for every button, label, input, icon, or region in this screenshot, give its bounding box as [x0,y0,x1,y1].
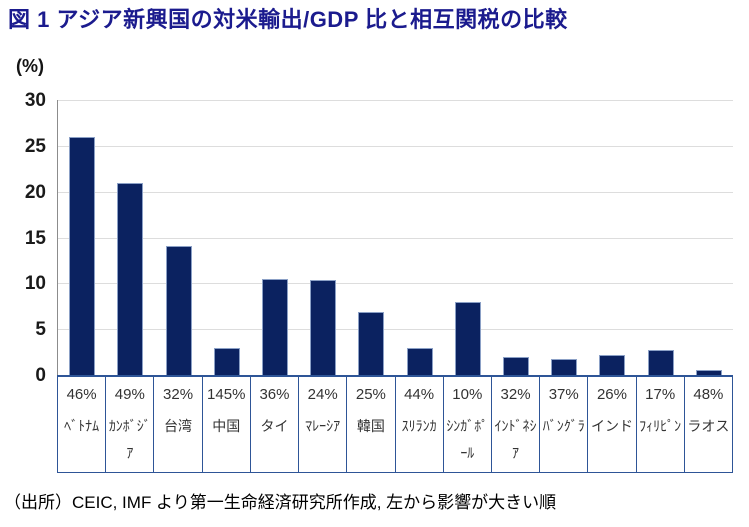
plot-area: 0 5 10 15 20 25 30 [25,90,733,386]
bar-10 [551,359,578,375]
y-tick-label-10: 10 [24,273,46,295]
country-label: ﾌｨﾘﾋﾟﾝ [639,418,682,434]
bar-11 [599,354,626,375]
bar-2 [165,245,192,375]
country-label: インド [590,418,633,434]
bar-6 [358,311,385,375]
tariff-label: 26% [596,386,627,403]
tariff-label: 48% [693,386,724,403]
y-tick-label-20: 20 [24,181,46,203]
tariff-label: 10% [452,386,483,403]
gridline-20 [58,191,733,193]
gridline-25 [58,145,733,147]
y-tick-label-15: 15 [24,227,46,249]
bar-1 [117,182,144,375]
tariff-label: 145% [207,386,246,403]
gridline-10 [58,283,733,285]
x-axis-cell-10: 37% ﾊﾞﾝｸﾞﾗ [539,377,587,472]
tariff-label: 49% [114,386,145,403]
x-axis-cell-12: 17% ﾌｨﾘﾋﾟﾝ [635,377,684,472]
country-label: ﾊﾞﾝｸﾞﾗ [542,418,585,434]
country-label: ﾏﾚｰｼｱ [305,418,341,434]
bar-9 [503,356,530,375]
bar-13 [695,370,722,375]
country-label: 韓国 [356,418,385,434]
tariff-label: 25% [355,386,386,403]
bar-4 [261,278,288,375]
y-tick-label-25: 25 [24,135,46,157]
y-tick-label-0: 0 [35,365,46,386]
x-axis-cell-6: 25% 韓国 [346,377,394,472]
bar-5 [310,279,337,375]
country-label: 台湾 [164,418,193,434]
tariff-label: 46% [66,386,97,403]
x-axis-cell-1: 49% ｶﾝﾎﾞｼﾞｱ [105,377,153,472]
x-axis-cell-0: 46% ﾍﾞﾄﾅﾑ [57,377,105,472]
bar-3 [213,348,240,375]
country-label: 中国 [212,418,241,434]
y-tick-label-5: 5 [35,319,46,341]
country-label: ｶﾝﾎﾞｼﾞｱ [108,418,151,461]
country-label: ｽﾘﾗﾝｶ [401,418,437,434]
x-axis-cell-2: 32% 台湾 [153,377,201,472]
country-label: ｼﾝｶﾞﾎﾟｰﾙ [446,418,489,461]
tariff-label: 24% [307,386,338,403]
tariff-label: 32% [163,386,194,403]
x-axis-cell-4: 36% タイ [249,377,298,472]
x-axis-cell-3: 145% 中国 [201,377,250,472]
x-axis-cell-11: 26% インド [587,377,635,472]
tariff-label: 36% [259,386,290,403]
bar-7 [406,347,433,375]
country-label: ラオス [687,418,730,434]
x-axis-cell-13: 48% ラオス [683,377,732,472]
x-axis-cell-8: 10% ｼﾝｶﾞﾎﾟｰﾙ [442,377,491,472]
country-label: ｲﾝﾄﾞﾈｼｱ [494,418,537,461]
gridline-15 [58,237,733,239]
bar-12 [647,350,674,375]
x-axis-cell-7: 44% ｽﾘﾗﾝｶ [394,377,443,472]
figure-title: 図 1 アジア新興国の対米輸出/GDP 比と相互関税の比較 [8,7,568,32]
gridline-30 [58,100,733,101]
gridline-5 [58,329,733,331]
country-label: タイ [260,418,289,434]
x-axis-cell-5: 24% ﾏﾚｰｼｱ [298,377,346,472]
bar-8 [454,301,481,375]
y-axis-unit-label: (%) [16,56,44,76]
x-axis-cell-9: 32% ｲﾝﾄﾞﾈｼｱ [490,377,539,472]
x-axis-label-table: 46% ﾍﾞﾄﾅﾑ 49% ｶﾝﾎﾞｼﾞｱ 32% 台湾 145% 中国 36% タイ 24% ﾏﾚｰ… [57,375,733,473]
tariff-label: 44% [404,386,435,403]
bar-0 [69,136,96,375]
source-note: （出所）CEIC, IMF より第一生命経済研究所作成, 左から影響が大きい順 [4,493,557,512]
tariff-label: 17% [645,386,676,403]
tariff-label: 32% [500,386,531,403]
tariff-label: 37% [548,386,579,403]
country-label: ﾍﾞﾄﾅﾑ [64,418,100,434]
y-tick-label-30: 30 [24,90,46,111]
